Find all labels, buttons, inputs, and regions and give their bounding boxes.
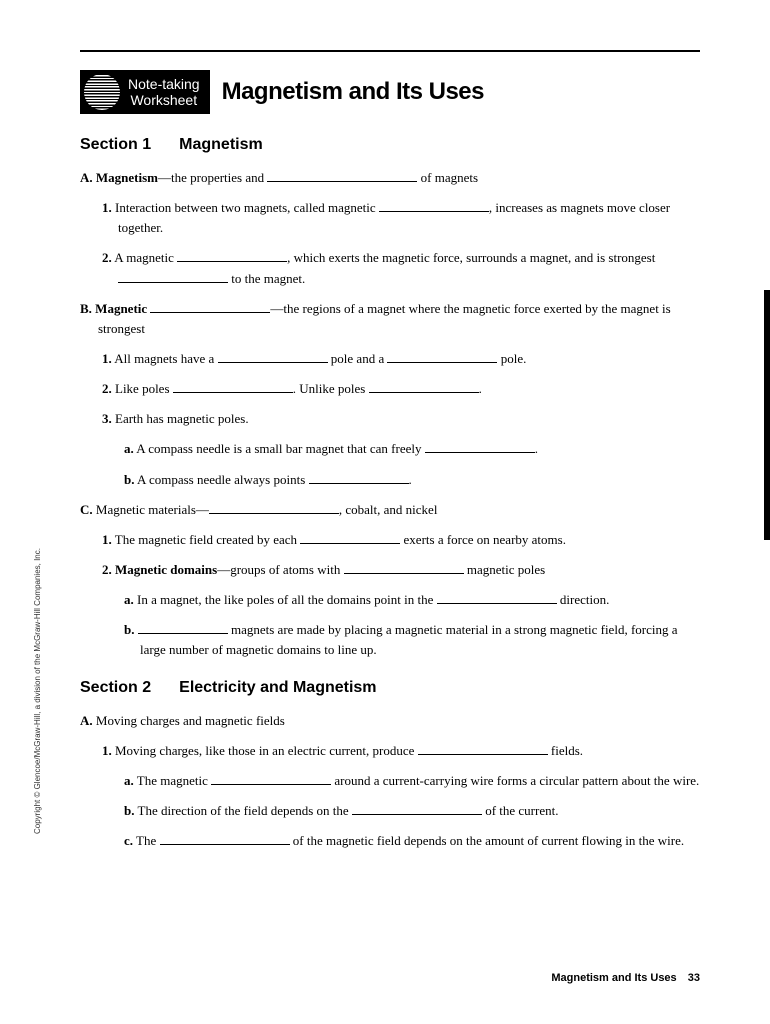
- item-C2a: a. In a magnet, the like poles of all th…: [124, 590, 700, 610]
- item-B1: 1. All magnets have a pole and a pole.: [102, 349, 700, 369]
- blank-input[interactable]: [425, 441, 535, 453]
- page-number: 33: [688, 972, 700, 984]
- section2-number: Section 2: [80, 679, 151, 696]
- item2-A1c: c. The of the magnetic field depends on …: [124, 831, 700, 851]
- globe-icon: [84, 74, 120, 110]
- item-A: A. Magnetism—the properties and of magne…: [80, 168, 700, 188]
- badge-line2: Worksheet: [128, 92, 200, 108]
- section1-content: A. Magnetism—the properties and of magne…: [80, 168, 700, 661]
- item-C2b: b. magnets are made by placing a magneti…: [124, 620, 700, 660]
- blank-input[interactable]: [369, 381, 479, 393]
- section2-heading: Section 2 Electricity and Magnetism: [80, 679, 700, 697]
- page-title: Magnetism and Its Uses: [222, 78, 484, 106]
- worksheet-page: Note-taking Worksheet Magnetism and Its …: [0, 0, 770, 901]
- blank-input[interactable]: [209, 501, 339, 513]
- item-B3a: a. A compass needle is a small bar magne…: [124, 439, 700, 459]
- item-A1: 1. Interaction between two magnets, call…: [102, 198, 700, 238]
- blank-input[interactable]: [418, 742, 548, 754]
- item-C: C. Magnetic materials—, cobalt, and nick…: [80, 500, 700, 520]
- blank-input[interactable]: [211, 772, 331, 784]
- item2-A1a: a. The magnetic around a current-carryin…: [124, 771, 700, 791]
- blank-input[interactable]: [177, 250, 287, 262]
- blank-input[interactable]: [379, 200, 489, 212]
- item-B: B. Magnetic —the regions of a magnet whe…: [80, 299, 700, 339]
- item-B2: 2. Like poles . Unlike poles .: [102, 379, 700, 399]
- item-B3: 3. Earth has magnetic poles.: [102, 409, 700, 429]
- item-C1: 1. The magnetic field created by each ex…: [102, 530, 700, 550]
- blank-input[interactable]: [387, 351, 497, 363]
- section2-content: A. Moving charges and magnetic fields 1.…: [80, 711, 700, 852]
- section1-heading: Section 1 Magnetism: [80, 136, 700, 154]
- item2-A1b: b. The direction of the field depends on…: [124, 801, 700, 821]
- section2-title: Electricity and Magnetism: [179, 679, 376, 696]
- blank-input[interactable]: [309, 471, 409, 483]
- badge-line1: Note-taking: [128, 76, 200, 92]
- blank-input[interactable]: [150, 300, 270, 312]
- blank-input[interactable]: [267, 170, 417, 182]
- blank-input[interactable]: [118, 270, 228, 282]
- blank-input[interactable]: [218, 351, 328, 363]
- item2-A1: 1. Moving charges, like those in an elec…: [102, 741, 700, 761]
- section1-title: Magnetism: [179, 136, 263, 153]
- blank-input[interactable]: [138, 622, 228, 634]
- blank-input[interactable]: [160, 833, 290, 845]
- blank-input[interactable]: [173, 381, 293, 393]
- top-rule: [80, 50, 700, 52]
- item-C2: 2. Magnetic domains—groups of atoms with…: [102, 560, 700, 580]
- badge-text: Note-taking Worksheet: [128, 76, 200, 108]
- blank-input[interactable]: [437, 592, 557, 604]
- item2-A: A. Moving charges and magnetic fields: [80, 711, 700, 731]
- worksheet-badge: Note-taking Worksheet: [80, 70, 210, 114]
- blank-input[interactable]: [300, 531, 400, 543]
- blank-input[interactable]: [352, 803, 482, 815]
- page-footer: Magnetism and Its Uses 33: [551, 972, 700, 984]
- item-B3b: b. A compass needle always points .: [124, 470, 700, 490]
- footer-title: Magnetism and Its Uses: [551, 972, 676, 984]
- item-A2: 2. A magnetic , which exerts the magneti…: [102, 248, 700, 288]
- blank-input[interactable]: [344, 562, 464, 574]
- section1-number: Section 1: [80, 136, 151, 153]
- header: Note-taking Worksheet Magnetism and Its …: [80, 70, 700, 114]
- copyright-text: Copyright © Glencoe/McGraw-Hill, a divis…: [33, 548, 42, 834]
